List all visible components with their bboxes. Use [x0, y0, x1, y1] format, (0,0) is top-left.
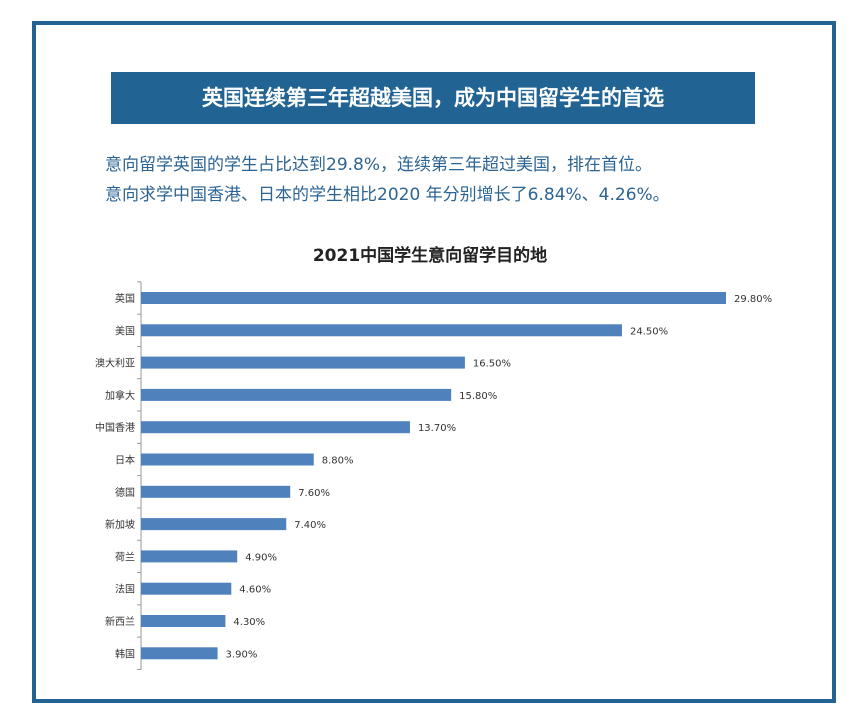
- bar: [141, 647, 218, 660]
- headline-banner: 英国连续第三年超越美国，成为中国留学生的首选: [111, 72, 755, 124]
- data-label: 3.90%: [226, 649, 258, 660]
- bar: [141, 550, 238, 563]
- category-label: 韩国: [115, 647, 135, 660]
- category-label: 澳大利亚: [95, 357, 135, 370]
- data-label: 29.80%: [734, 294, 772, 305]
- intro-line-1: 意向留学英国的学生占比达到29.8%，连续第三年超过美国，排在首位。: [105, 155, 653, 175]
- category-label: 美国: [115, 324, 135, 337]
- category-label: 加拿大: [105, 389, 135, 402]
- data-label: 8.80%: [322, 456, 354, 467]
- bar: [141, 615, 226, 627]
- category-label: 法国: [115, 583, 135, 596]
- bar: [141, 324, 622, 337]
- category-label: 中国香港: [95, 421, 135, 434]
- bar: [141, 453, 314, 466]
- category-label: 英国: [115, 292, 135, 305]
- data-label: 4.30%: [233, 617, 265, 628]
- intro-text: 意向留学英国的学生占比达到29.8%，连续第三年超过美国，排在首位。 意向求学中…: [105, 150, 670, 210]
- bar: [141, 356, 465, 369]
- data-label: 7.40%: [294, 520, 326, 531]
- data-label: 4.60%: [239, 585, 271, 596]
- category-label: 荷兰: [115, 550, 135, 563]
- bar: [141, 485, 291, 498]
- category-label: 新西兰: [105, 615, 135, 628]
- bar: [141, 292, 726, 304]
- data-label: 4.90%: [245, 552, 277, 563]
- intro-line-2: 意向求学中国香港、日本的学生相比2020 年分别增长了6.84%、4.26%。: [105, 185, 670, 205]
- data-label: 7.60%: [298, 488, 330, 499]
- category-label: 新加坡: [105, 518, 135, 531]
- data-label: 16.50%: [473, 359, 511, 370]
- bar: [141, 582, 232, 595]
- bar: [141, 518, 287, 531]
- category-label: 日本: [115, 454, 135, 467]
- data-label: 13.70%: [418, 423, 456, 434]
- category-label: 德国: [115, 486, 135, 499]
- data-label: 15.80%: [459, 391, 497, 402]
- chart-title: 2021中国学生意向留学目的地: [312, 246, 548, 266]
- bar: [141, 388, 452, 401]
- data-label: 24.50%: [630, 326, 668, 337]
- bar: [141, 421, 410, 434]
